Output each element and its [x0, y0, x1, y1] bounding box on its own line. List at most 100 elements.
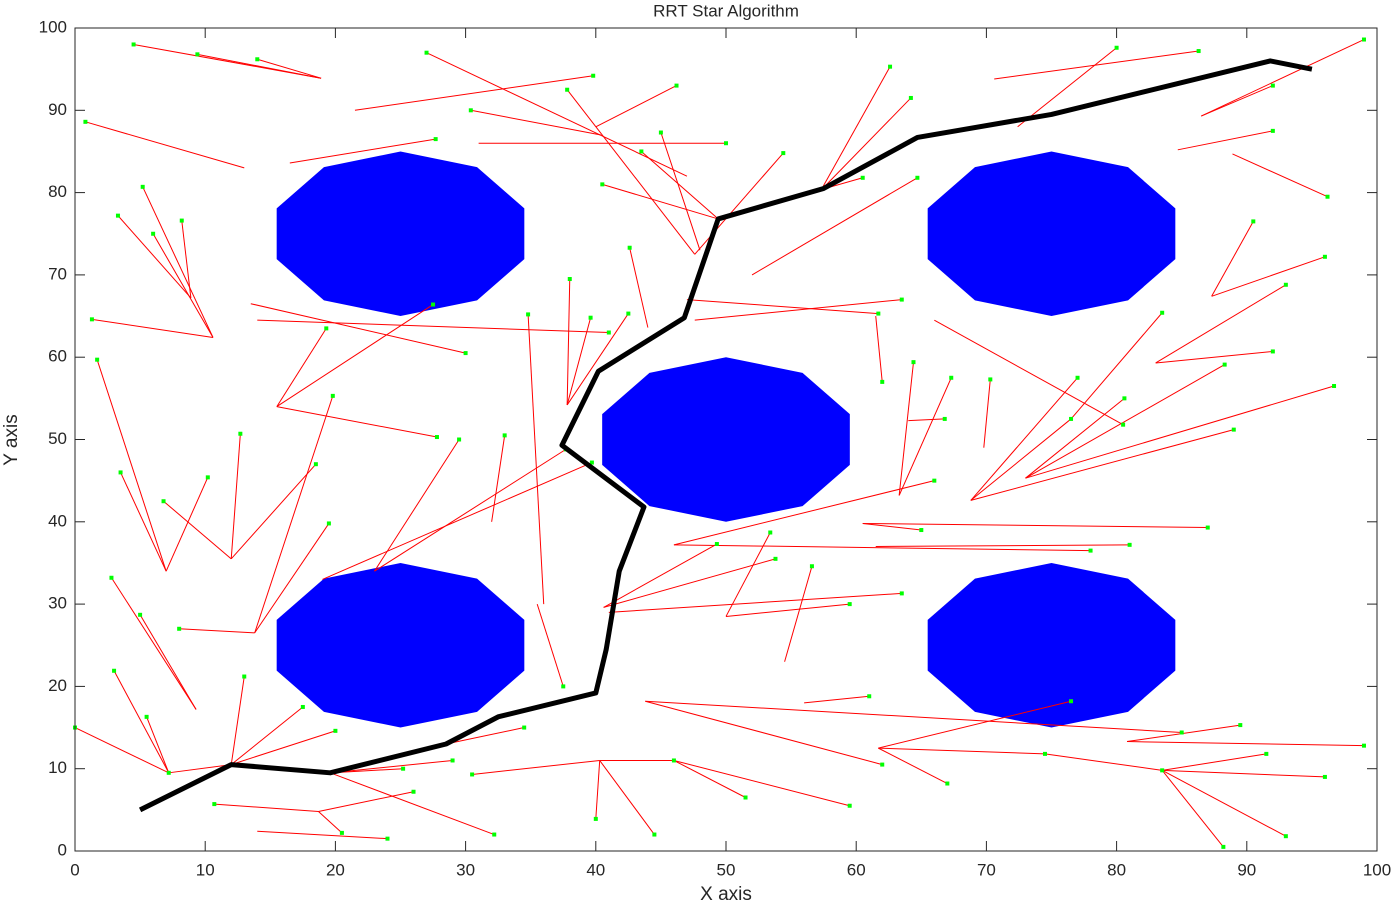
tree-edge: [970, 377, 1078, 501]
tree-node: [151, 231, 156, 236]
tree-edge: [1232, 153, 1328, 198]
tree-edge: [645, 700, 883, 766]
tree-node: [89, 317, 94, 322]
tree-edge: [257, 830, 388, 840]
tree-node: [1270, 349, 1275, 354]
tree-edge: [641, 151, 719, 220]
tree-node: [112, 668, 117, 673]
tree-node: [945, 781, 950, 786]
tree-node: [434, 435, 439, 440]
tree-edge: [908, 418, 945, 422]
tree-edge: [694, 299, 902, 321]
tree-node: [899, 297, 904, 302]
tree-edge: [599, 760, 655, 835]
tree-node: [522, 725, 527, 730]
tree-node: [1270, 83, 1275, 88]
tree-node: [212, 802, 217, 807]
tree-node: [313, 462, 318, 467]
chart-title: RRT Star Algorithm: [653, 1, 799, 20]
tree-node: [1069, 416, 1074, 421]
tree-node: [1251, 219, 1256, 224]
tree-node: [899, 591, 904, 596]
tree-node: [1361, 743, 1366, 748]
tree-node: [591, 73, 596, 78]
tree-node: [589, 460, 594, 465]
tree-node: [724, 141, 728, 146]
tree-node: [324, 326, 329, 331]
tree-edge: [472, 759, 600, 775]
tree-edge: [111, 577, 197, 710]
tree-edge: [179, 628, 255, 634]
tree-node: [1122, 396, 1127, 401]
tree-node: [773, 556, 778, 561]
path: [138, 58, 1313, 813]
y-tick-label: 50: [48, 429, 67, 448]
y-tick-label: 10: [48, 758, 67, 777]
tree-edge: [1127, 741, 1364, 747]
tree-edge: [725, 532, 771, 617]
tree-node: [561, 684, 566, 689]
tree-edge: [374, 448, 567, 572]
tree-node: [567, 277, 572, 282]
tree-edge: [470, 109, 602, 136]
tree-edge: [91, 318, 214, 338]
tree-edge: [970, 429, 1234, 501]
tree-edge: [686, 299, 879, 315]
tree-edge: [146, 716, 170, 773]
tree-node: [714, 542, 719, 547]
tree-edge: [725, 603, 850, 617]
y-tick-label: 30: [48, 594, 67, 613]
tree-node: [95, 357, 100, 362]
y-axis-label: Y axis: [1, 414, 22, 465]
obstacle: [602, 357, 850, 522]
tree-edge: [820, 66, 891, 191]
tree-edge: [276, 406, 438, 438]
tree-node: [115, 213, 120, 218]
tree-edge: [1162, 753, 1267, 771]
tree-edge: [970, 418, 1072, 501]
tree-edge: [254, 523, 330, 634]
tree-edge: [330, 772, 495, 836]
tree-node: [1205, 525, 1210, 530]
tree-node: [565, 87, 570, 92]
tree-edge: [994, 50, 1199, 80]
tree-node: [919, 528, 924, 533]
tree-node: [330, 393, 335, 398]
tree-node: [205, 475, 210, 480]
tree-node: [1283, 834, 1288, 839]
x-tick-label: 80: [1107, 860, 1126, 879]
tree-edge: [645, 700, 1182, 733]
tree-node: [109, 575, 114, 580]
y-tick-label: 100: [39, 17, 67, 36]
tree-edge: [875, 544, 1130, 547]
tree-edge: [491, 435, 506, 522]
tree-edge: [673, 760, 746, 798]
tree-node: [138, 612, 143, 617]
tree-edge: [1211, 221, 1254, 297]
tree-node: [83, 119, 88, 124]
tree-edge: [1177, 130, 1273, 151]
tree-node: [1160, 768, 1165, 773]
tree-edge: [1201, 39, 1365, 117]
tree-node: [588, 315, 593, 320]
tree-edge: [230, 706, 304, 765]
tree-node: [242, 674, 247, 679]
tree-node: [1283, 282, 1288, 287]
tree-node: [600, 182, 605, 187]
tree-node: [1160, 310, 1165, 315]
tree-node: [1042, 751, 1047, 756]
tree-edge: [163, 500, 232, 560]
x-tick-label: 90: [1237, 860, 1256, 879]
tree-node: [424, 50, 429, 55]
tree-edge: [608, 592, 902, 613]
tree-edge: [820, 97, 912, 191]
tree-node: [1121, 422, 1126, 427]
tree-edge: [898, 362, 914, 496]
y-tick-label: 60: [48, 347, 67, 366]
tree-node: [526, 312, 531, 317]
tree-edge: [139, 614, 197, 710]
x-tick-label: 70: [977, 860, 996, 879]
tree-node: [1231, 427, 1236, 432]
tree-node: [385, 836, 390, 841]
